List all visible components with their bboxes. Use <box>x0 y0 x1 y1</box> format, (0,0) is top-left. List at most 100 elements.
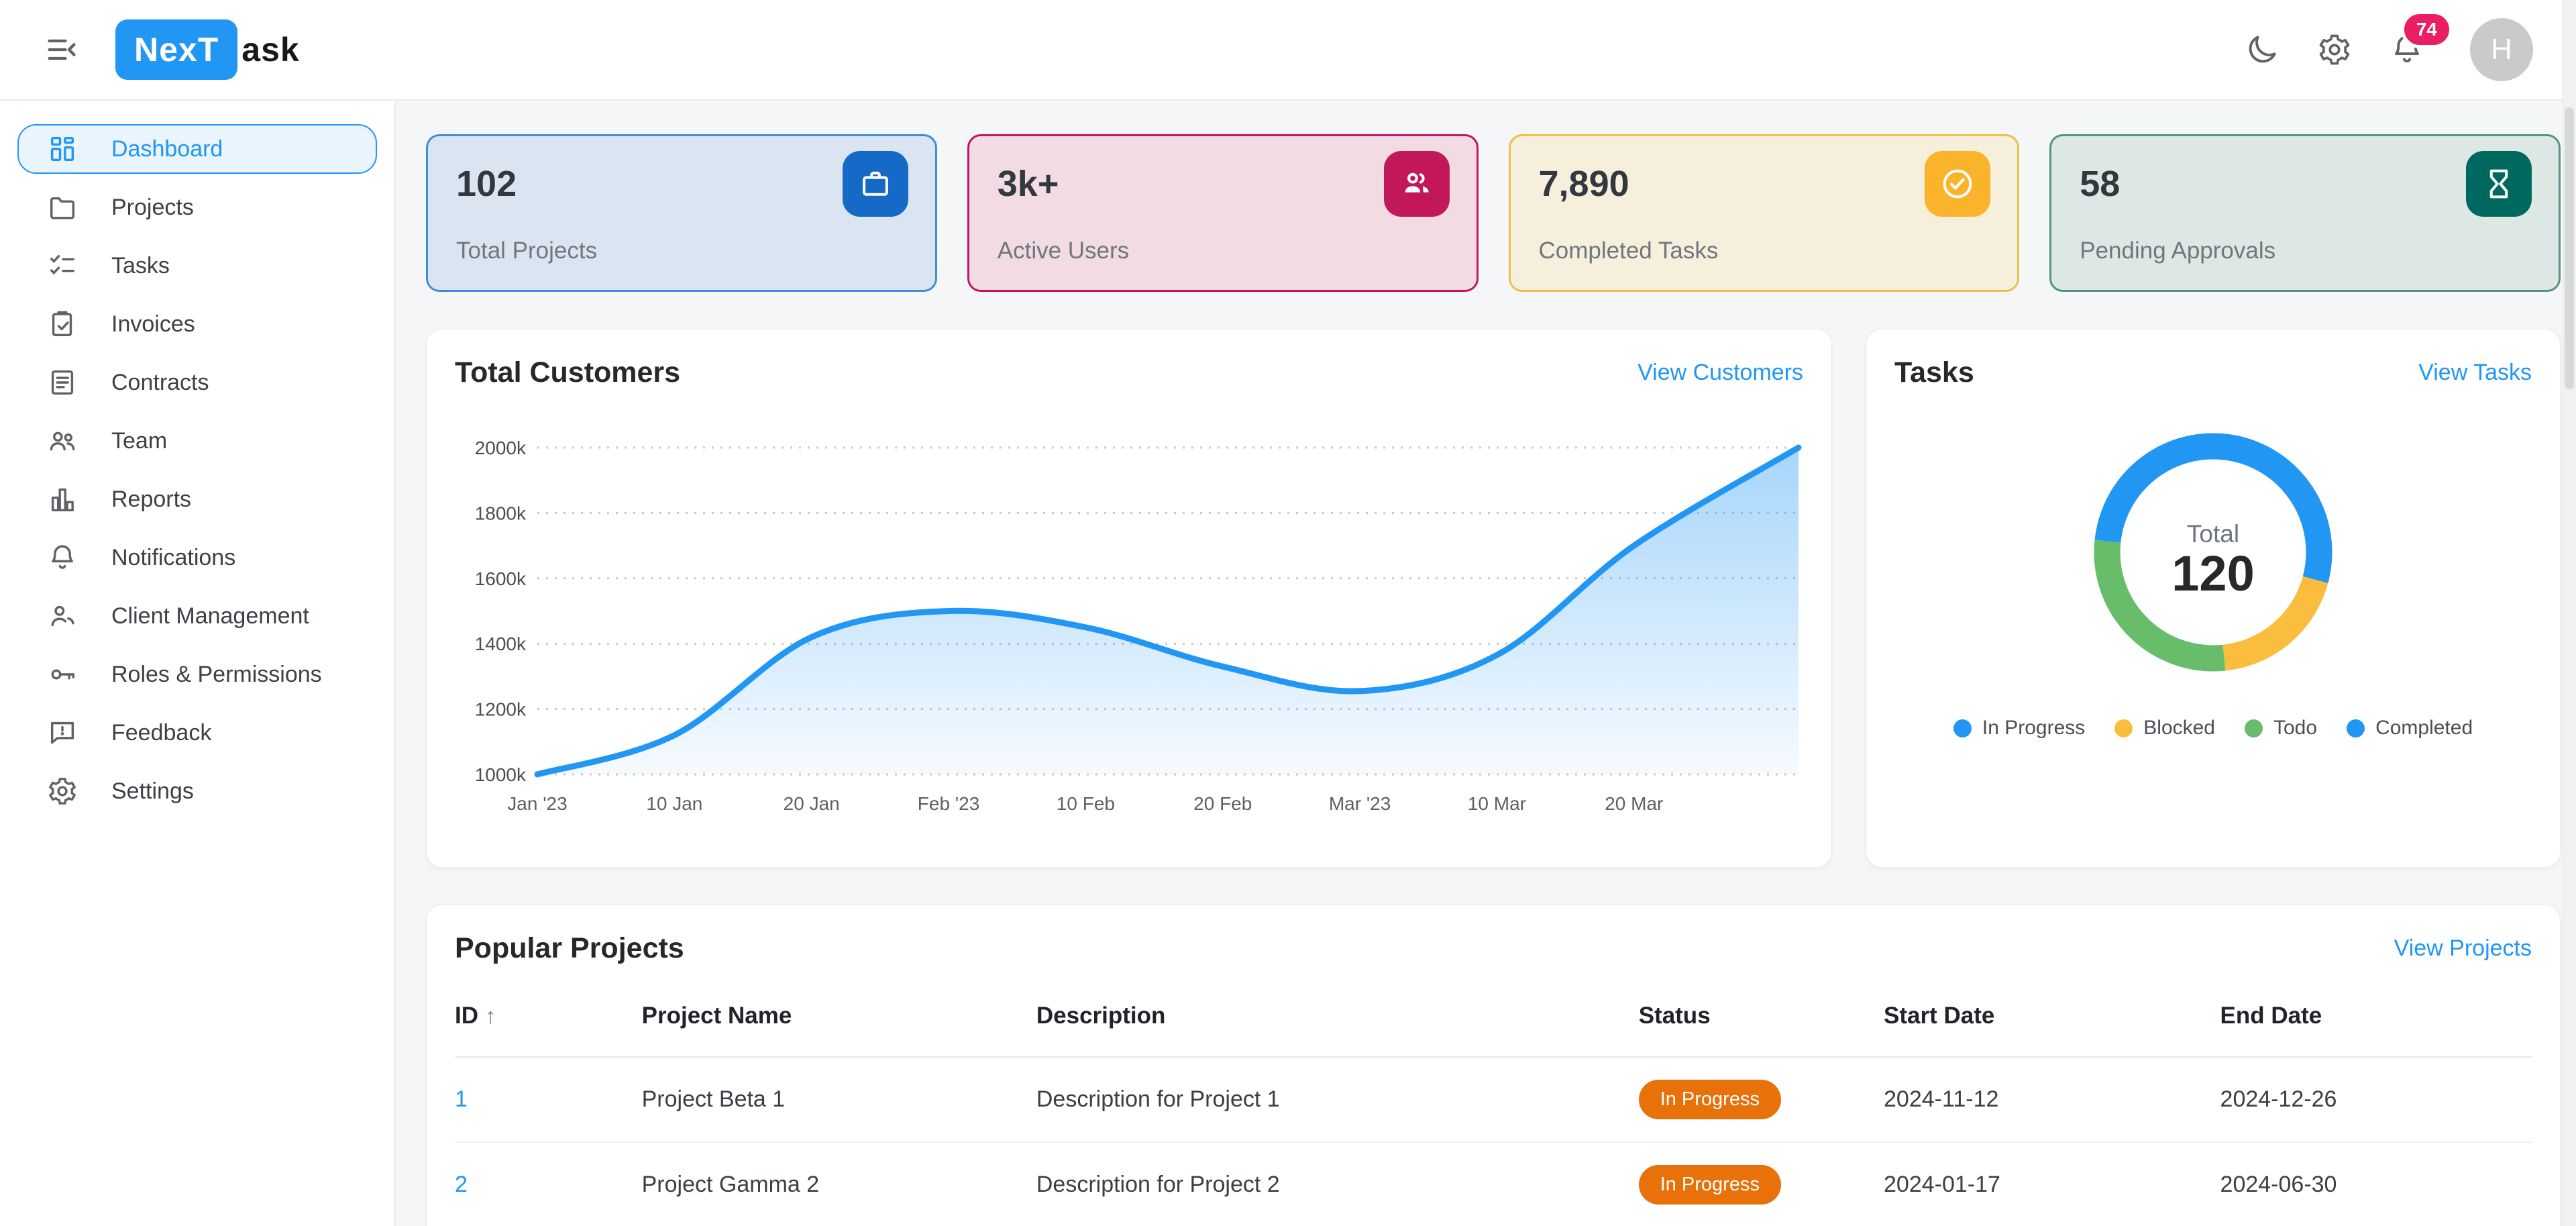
person-icon <box>47 601 78 631</box>
column-header-end-date[interactable]: End Date <box>2220 1003 2322 1029</box>
total-customers-card: Total Customers View Customers 2000k 1800… <box>426 329 1832 868</box>
sidebar-item-label: Projects <box>111 194 194 220</box>
stat-card-total-projects[interactable]: 102 Total Projects <box>426 134 937 292</box>
table-row: 2 Project Gamma 2 Description for Project … <box>455 1143 2532 1226</box>
tasks-card: Tasks View Tasks Total 120 In Progress Bl… <box>1866 329 2561 868</box>
svg-text:1000k: 1000k <box>475 764 527 785</box>
charts-row: Total Customers View Customers 2000k 1800… <box>426 329 2561 868</box>
stat-label: Total Projects <box>456 238 598 264</box>
sidebar-item-feedback[interactable]: Feedback <box>17 708 377 758</box>
stat-value: 102 <box>456 164 517 204</box>
svg-text:1800k: 1800k <box>475 503 527 523</box>
sidebar-item-label: Invoices <box>111 311 195 337</box>
svg-text:Total: Total <box>2187 520 2239 548</box>
collapse-menu-icon <box>48 39 76 60</box>
legend-label: Completed <box>2375 717 2473 739</box>
stat-label: Active Users <box>997 238 1130 264</box>
sidebar-item-label: Tasks <box>111 252 170 278</box>
sidebar-item-label: Settings <box>111 778 194 804</box>
column-header-id[interactable]: ID ↑ <box>455 1003 496 1029</box>
document-icon <box>47 367 78 398</box>
project-status-cell: In Progress <box>1638 1080 1884 1119</box>
svg-text:20 Jan: 20 Jan <box>784 793 840 814</box>
sidebar-item-label: Feedback <box>111 719 212 746</box>
key-icon <box>47 659 78 690</box>
project-end-date-cell: 2024-12-26 <box>2220 1086 2337 1112</box>
project-id-link[interactable]: 1 <box>455 1086 468 1112</box>
column-header-project-name[interactable]: Project Name <box>641 1003 792 1029</box>
project-id-link[interactable]: 2 <box>455 1172 468 1197</box>
popular-projects-card: Popular Projects View Projects ID ↑ Projec… <box>426 905 2561 1226</box>
project-start-date-cell: 2024-01-17 <box>1884 1172 2000 1197</box>
moon-icon <box>2249 36 2276 63</box>
svg-text:20 Mar: 20 Mar <box>1605 793 1663 814</box>
sidebar-item-notifications[interactable]: Notifications <box>17 533 377 582</box>
table-row: 1 Project Beta 1 Description for Project 1… <box>455 1058 2532 1143</box>
stat-value: 7,890 <box>1538 164 1629 204</box>
sidebar-item-team[interactable]: Team <box>17 416 377 466</box>
sidebar-collapse-button[interactable] <box>43 31 80 68</box>
sidebar-item-roles-permissions[interactable]: Roles & Permissions <box>17 650 377 699</box>
stat-value: 3k+ <box>997 164 1059 204</box>
project-name-cell: Project Gamma 2 <box>641 1172 820 1197</box>
svg-text:Jan '23: Jan '23 <box>507 793 567 814</box>
sidebar-item-label: Dashboard <box>111 136 223 162</box>
dark-mode-toggle[interactable] <box>2243 31 2281 68</box>
view-projects-link[interactable]: View Projects <box>2394 935 2532 961</box>
sidebar-item-tasks[interactable]: Tasks <box>17 241 377 291</box>
column-header-description[interactable]: Description <box>1036 1003 1166 1029</box>
stat-card-completed-tasks[interactable]: 7,890 Completed Tasks <box>1508 134 2020 292</box>
notifications-button[interactable]: 74 <box>2388 11 2453 68</box>
view-customers-link[interactable]: View Customers <box>1638 360 1803 385</box>
svg-text:10 Feb: 10 Feb <box>1057 793 1115 814</box>
user-avatar[interactable]: H <box>2470 18 2533 81</box>
customers-area-chart: 2000k 1800k 1600k 1400k 1200k 1000k Jan '23 10 … <box>453 396 1805 829</box>
sidebar-item-settings[interactable]: Settings <box>17 766 377 816</box>
tasks-title: Tasks <box>1894 356 1974 389</box>
briefcase-icon <box>842 151 908 217</box>
legend-label: Todo <box>2273 717 2318 739</box>
status-badge: In Progress <box>1638 1080 1781 1119</box>
stat-label: Completed Tasks <box>1538 238 1719 264</box>
legend-dot <box>2245 719 2263 737</box>
popular-projects-header: Popular Projects View Projects <box>427 905 2560 965</box>
svg-text:120: 120 <box>2171 546 2254 601</box>
stat-card-pending-approvals[interactable]: 58 Pending Approvals <box>2049 134 2561 292</box>
legend-dot <box>2114 719 2133 737</box>
svg-text:Feb '23: Feb '23 <box>918 793 980 814</box>
sort-ascending-icon[interactable]: ↑ <box>485 1003 496 1028</box>
settings-button[interactable] <box>2316 31 2353 68</box>
legend-dot <box>2347 719 2365 737</box>
svg-text:10 Jan: 10 Jan <box>646 793 702 814</box>
svg-text:1600k: 1600k <box>475 568 527 589</box>
feedback-icon <box>47 717 78 748</box>
sidebar-item-invoices[interactable]: Invoices <box>17 299 377 349</box>
page-scrollbar[interactable] <box>2563 0 2576 1226</box>
sidebar-item-client-management[interactable]: Client Management <box>17 591 377 641</box>
people-icon <box>47 425 78 456</box>
svg-text:20 Feb: 20 Feb <box>1193 793 1252 814</box>
legend-dot <box>1953 719 1972 737</box>
sidebar-item-label: Notifications <box>111 544 236 570</box>
sidebar-item-dashboard[interactable]: Dashboard <box>17 124 377 174</box>
column-header-status[interactable]: Status <box>1638 1003 1711 1029</box>
stat-label: Pending Approvals <box>2080 238 2276 264</box>
sidebar-item-reports[interactable]: Reports <box>17 474 377 524</box>
app-logo[interactable]: NexT ask <box>115 19 300 80</box>
topbar-actions: 74 H <box>2243 11 2533 81</box>
sidebar-item-label: Roles & Permissions <box>111 661 322 687</box>
column-header-start-date[interactable]: Start Date <box>1884 1003 1995 1029</box>
logo-primary: NexT <box>115 19 238 80</box>
scrollbar-thumb[interactable] <box>2565 107 2574 389</box>
legend-label: Blocked <box>2143 717 2215 739</box>
tasks-header: Tasks View Tasks <box>1866 329 2560 389</box>
legend-label: In Progress <box>1982 717 2086 739</box>
view-tasks-link[interactable]: View Tasks <box>2418 360 2532 385</box>
sidebar-item-contracts[interactable]: Contracts <box>17 358 377 407</box>
tasks-legend: In Progress Blocked Todo Completed <box>1866 697 2560 739</box>
sidebar-item-projects[interactable]: Projects <box>17 183 377 232</box>
popular-projects-title: Popular Projects <box>455 932 684 964</box>
projects-table-header: ID ↑ Project Name Description Status Start Da… <box>455 1003 2532 1058</box>
stat-card-active-users[interactable]: 3k+ Active Users <box>967 134 1479 292</box>
